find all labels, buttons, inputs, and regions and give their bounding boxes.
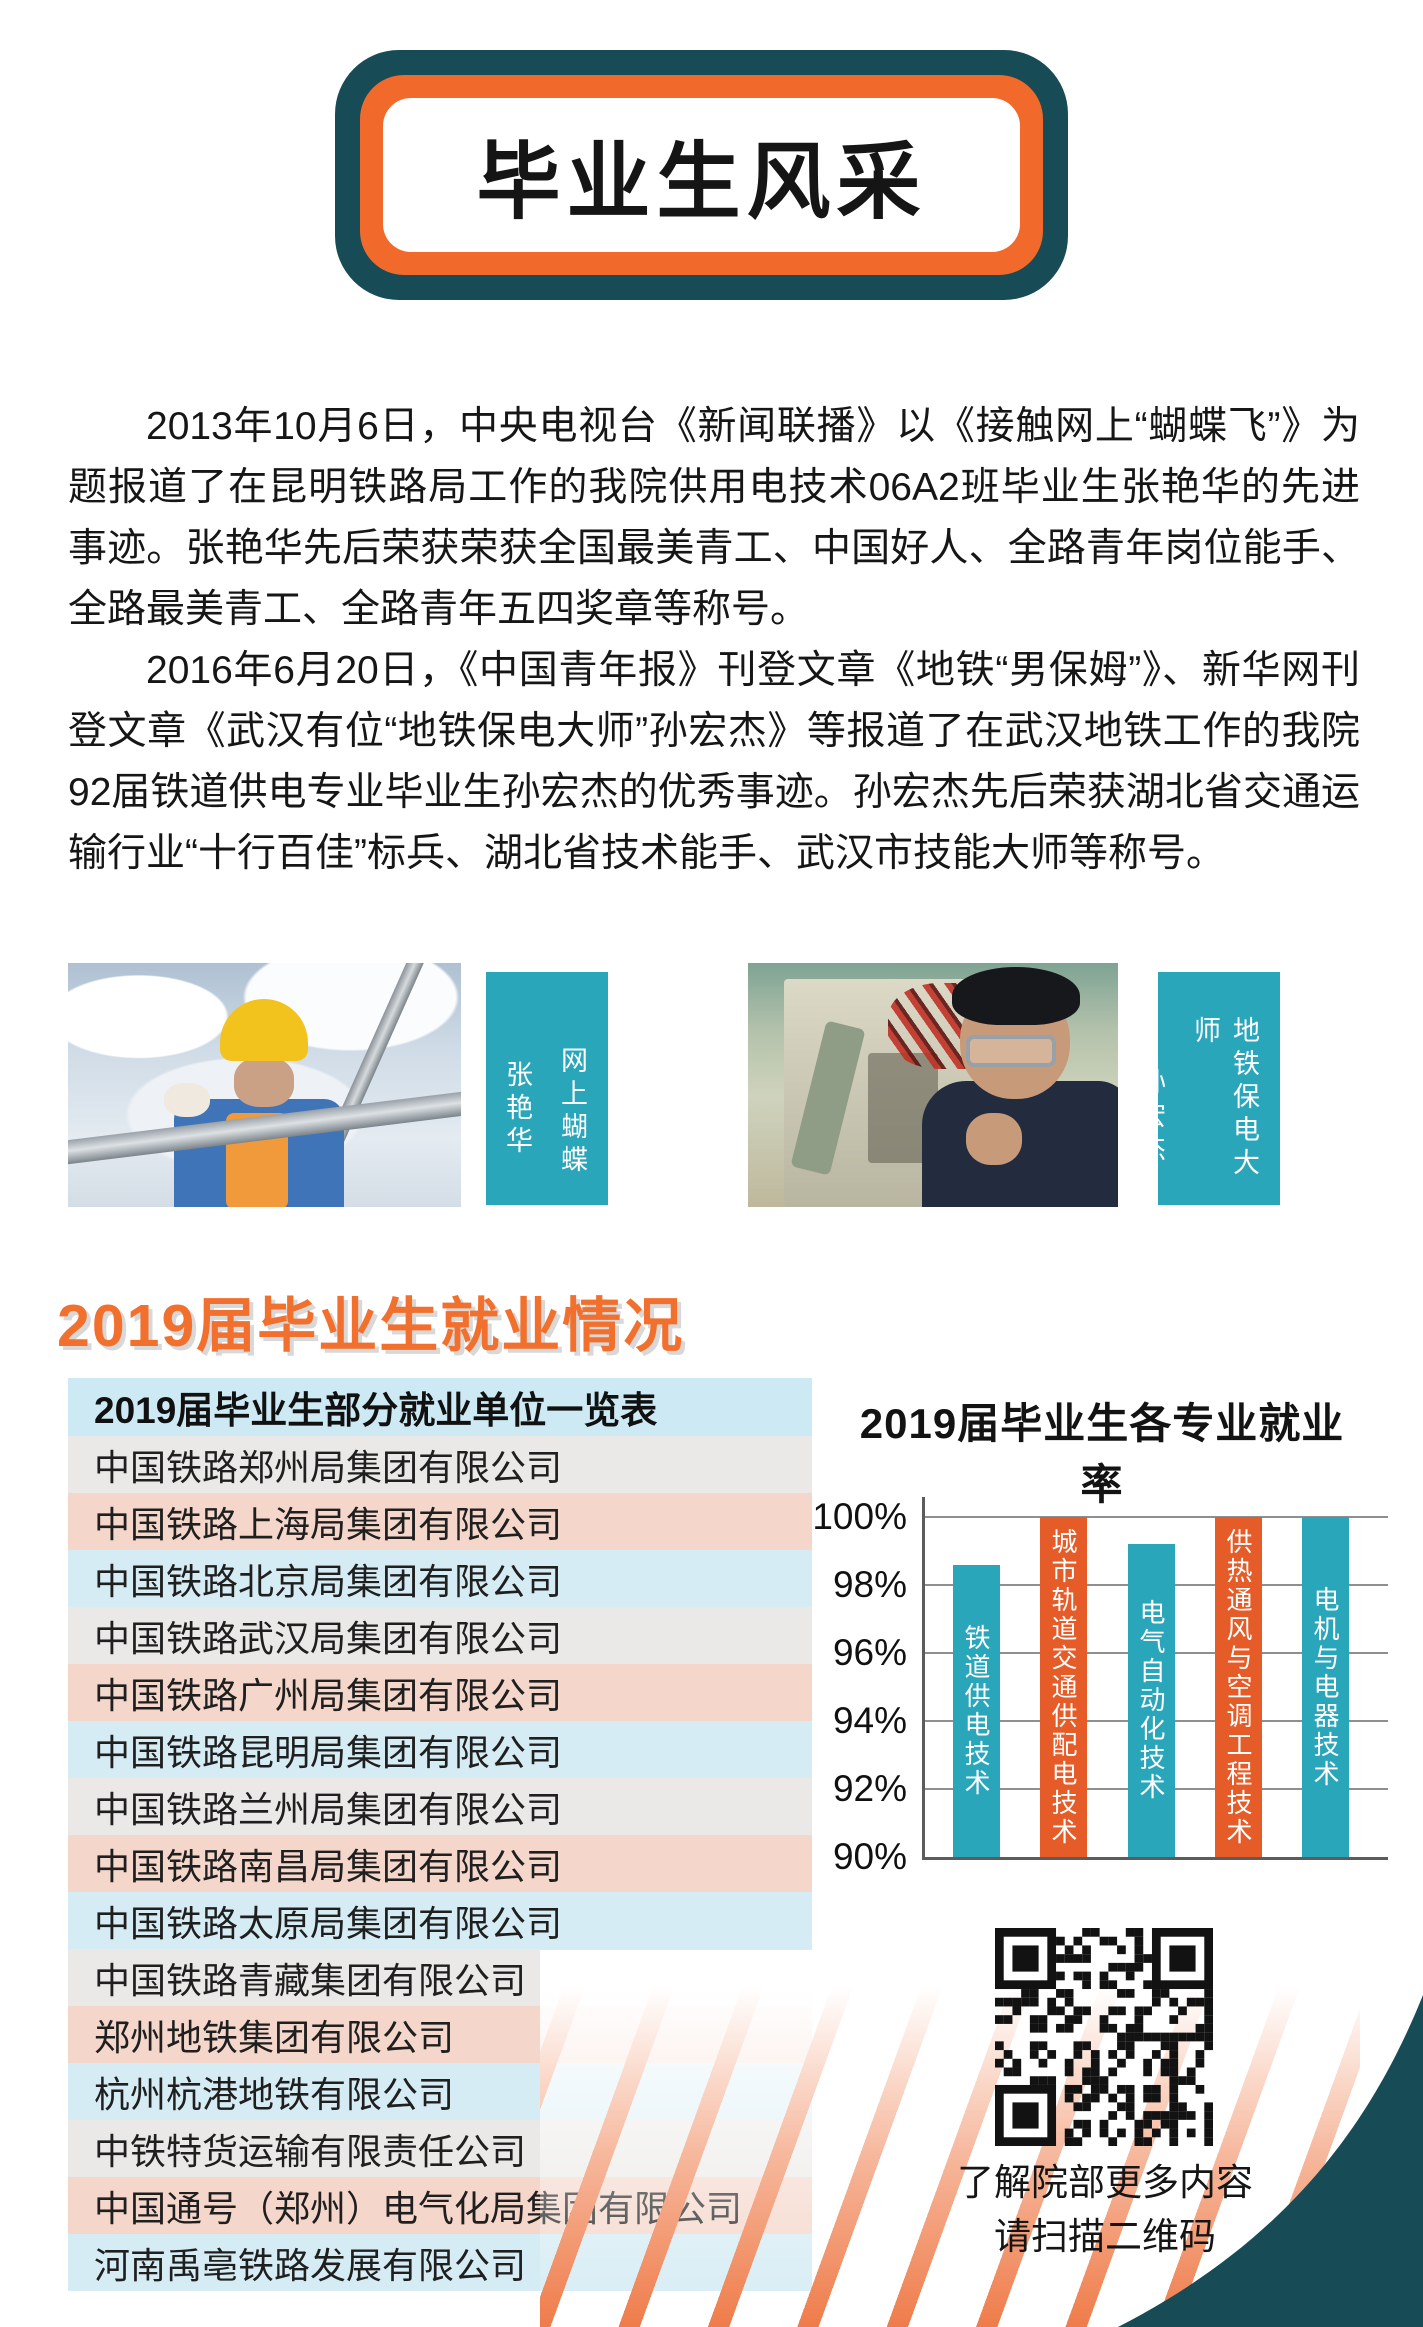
qr-caption: 了解院部更多内容 请扫描二维码 <box>920 2156 1290 2264</box>
photo-sun-hongjie <box>748 963 1118 1207</box>
intro-paragraph-1: 2013年10月6日，中央电视台《新闻联播》以《接触网上“蝴蝶飞”》为题报道了在… <box>68 405 1360 631</box>
y-axis-tick: 90% <box>832 1836 907 1877</box>
table-row: 杭州杭港地铁有限公司 <box>68 2063 812 2120</box>
bar-label: 铁道供电技术 <box>961 1623 991 1798</box>
intro-text: 2013年10月6日，中央电视台《新闻联播》以《接触网上“蝴蝶飞”》为题报道了在… <box>68 396 1360 884</box>
table-row: 中国铁路北京局集团有限公司 <box>68 1550 812 1607</box>
qr-caption-line-1: 了解院部更多内容 <box>957 2162 1253 2203</box>
caption-name: 孙宏杰 <box>1135 1068 1165 1167</box>
table-row: 郑州地铁集团有限公司 <box>68 2006 812 2063</box>
y-axis-tick: 96% <box>832 1632 907 1673</box>
gridline <box>925 1516 1388 1518</box>
table-row: 中国铁路南昌局集团有限公司 <box>68 1835 812 1892</box>
bar-label: 电机与电器技术 <box>1310 1585 1340 1789</box>
table-row: 中国铁路广州局集团有限公司 <box>68 1664 812 1721</box>
y-axis-tick: 100% <box>812 1496 907 1537</box>
table-row: 中国铁路兰州局集团有限公司 <box>68 1778 812 1835</box>
page-title: 毕业生风采 <box>476 134 927 229</box>
table-row: 中铁特货运输有限责任公司 <box>68 2120 812 2177</box>
banner-orange-ring: 毕业生风采 <box>360 75 1043 275</box>
table-row: 中国铁路上海局集团有限公司 <box>68 1493 812 1550</box>
employers-table-header: 2019届毕业生部分就业单位一览表 <box>68 1378 812 1436</box>
y-axis-tick: 98% <box>832 1564 907 1605</box>
bar-供热通风与空调工程技术: 供热通风与空调工程技术 <box>1215 1517 1262 1857</box>
safety-helmet <box>220 999 308 1061</box>
chart-title: 2019届毕业生各专业就业率 <box>859 1400 1345 1508</box>
work-glove <box>164 1083 210 1117</box>
employers-table-rows: 中国铁路郑州局集团有限公司 中国铁路上海局集团有限公司 中国铁路北京局集团有限公司中… <box>68 1436 812 2291</box>
y-axis-tick: 94% <box>832 1700 907 1741</box>
qr-code <box>990 1928 1218 2146</box>
banner-inner-panel: 毕业生风采 <box>383 98 1020 252</box>
qr-caption-line-2: 请扫描二维码 <box>994 2216 1216 2257</box>
technician-hand <box>966 1113 1022 1165</box>
table-row: 中国铁路武汉局集团有限公司 <box>68 1607 812 1664</box>
caption-zhang-yanhua: 网上蝴蝶张艳华 <box>486 972 608 1205</box>
caption-title: 地铁保电大师 <box>1190 1016 1259 1181</box>
bar-城市轨道交通供配电技术: 城市轨道交通供配电技术 <box>1040 1517 1087 1857</box>
caption-sun-hongjie: 地铁保电大师孙宏杰 <box>1135 972 1280 1205</box>
table-row: 中国铁路郑州局集团有限公司 <box>68 1436 812 1493</box>
bar-电机与电器技术: 电机与电器技术 <box>1302 1517 1349 1857</box>
technician-hair <box>952 967 1080 1025</box>
bar-铁道供电技术: 铁道供电技术 <box>953 1564 1000 1857</box>
glasses <box>966 1035 1056 1067</box>
table-row: 河南禹亳铁路发展有限公司 <box>68 2234 812 2291</box>
photo-zhang-yanhua <box>68 963 461 1207</box>
y-axis-tick: 92% <box>832 1768 907 1809</box>
bar-label: 城市轨道交通供配电技术 <box>1048 1527 1078 1847</box>
caption-title: 网上蝴蝶 <box>557 1046 587 1178</box>
section-heading: 2019届毕业生就业情况 <box>57 1293 685 1359</box>
chart-plot: 100% 98% 96% 94% 92% 90% 铁道供电技术 城市轨道交通供配电技术 电气自动… <box>812 1496 1388 1877</box>
table-row: 中国铁路青藏集团有限公司 <box>68 1949 812 2006</box>
caption-name: 张艳华 <box>502 1060 532 1159</box>
title-banner: 毕业生风采 <box>335 50 1068 300</box>
worker-face <box>234 1057 294 1107</box>
bar-label: 供热通风与空调工程技术 <box>1223 1527 1253 1847</box>
table-row: 中国通号（郑州）电气化局集团有限公司 <box>68 2177 812 2234</box>
intro-paragraph-2: 2016年6月20日，《中国青年报》刊登文章《地铁“男保姆”》、新华网刊登文章《… <box>68 649 1360 875</box>
table-row: 中国铁路昆明局集团有限公司 <box>68 1721 812 1778</box>
bar-label: 电气自动化技术 <box>1136 1599 1166 1803</box>
employers-table: 2019届毕业生部分就业单位一览表 中国铁路郑州局集团有限公司 中国铁路上海局集团… <box>68 1378 812 2291</box>
table-row: 中国铁路太原局集团有限公司 <box>68 1892 812 1949</box>
bar-电气自动化技术: 电气自动化技术 <box>1128 1544 1175 1857</box>
